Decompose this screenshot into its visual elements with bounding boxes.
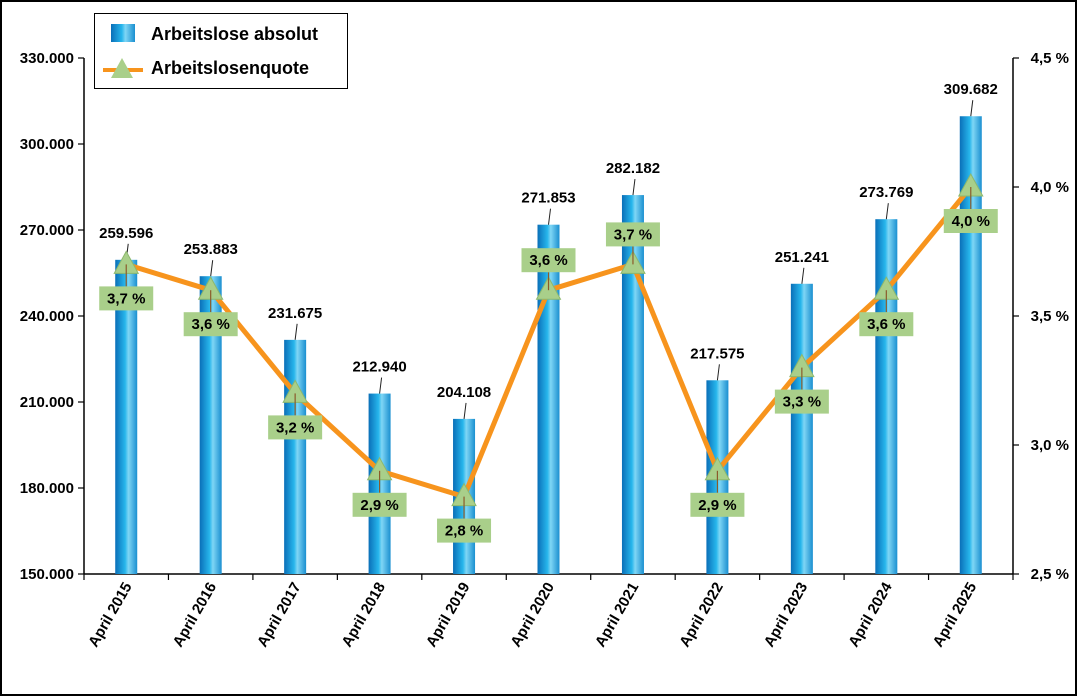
y-left-tick-label: 270.000 bbox=[20, 222, 74, 239]
quote-value-label: 3,7 % bbox=[614, 226, 652, 243]
x-category-label: April 2018 bbox=[338, 580, 389, 651]
quote-label-box bbox=[268, 415, 323, 440]
y-left-tick-label: 180.000 bbox=[20, 480, 74, 497]
y-right-tick-label: 4,5 % bbox=[1031, 50, 1069, 67]
bar-label-leader bbox=[970, 100, 974, 117]
bar-value-label: 212.940 bbox=[352, 359, 406, 376]
y-left-tick-label: 240.000 bbox=[20, 308, 74, 325]
quote-label-box bbox=[859, 312, 914, 337]
bar-label-leader bbox=[379, 377, 383, 394]
quote-value-label: 2,8 % bbox=[445, 523, 483, 540]
x-category-label: April 2016 bbox=[170, 580, 221, 651]
legend-item-bars: Arbeitslose absolut bbox=[95, 20, 347, 50]
y-right-tick-label: 2,5 % bbox=[1031, 566, 1069, 583]
x-category-label: April 2024 bbox=[845, 579, 896, 650]
legend-label-bars: Arbeitslose absolut bbox=[151, 24, 319, 44]
bar-value-label: 217.575 bbox=[690, 345, 744, 362]
quote-value-label: 3,2 % bbox=[276, 419, 314, 436]
quote-value-label: 3,6 % bbox=[192, 316, 230, 333]
x-category-label: April 2023 bbox=[761, 580, 812, 651]
bar bbox=[284, 339, 307, 574]
legend-bar-swatch bbox=[111, 24, 135, 42]
quote-label-box bbox=[521, 248, 576, 273]
quote-value-label: 3,6 % bbox=[529, 252, 567, 269]
x-category-label: April 2020 bbox=[507, 580, 558, 651]
bar-value-label: 253.883 bbox=[184, 241, 238, 258]
quote-label-box bbox=[352, 492, 407, 517]
bar-value-label: 271.853 bbox=[521, 190, 575, 207]
legend: Arbeitslose absolut Arbeitslosenquote bbox=[94, 13, 348, 89]
legend-triangle-marker bbox=[111, 58, 133, 78]
bar bbox=[199, 276, 222, 574]
y-right-tick-label: 3,0 % bbox=[1031, 437, 1069, 454]
quote-value-label: 4,0 % bbox=[952, 213, 990, 230]
quote-label-box bbox=[690, 492, 745, 517]
x-category-label: April 2019 bbox=[423, 580, 474, 651]
bar bbox=[790, 283, 813, 574]
bar-label-leader bbox=[463, 402, 467, 419]
quote-label-box bbox=[605, 222, 660, 247]
quote-value-label: 3,7 % bbox=[107, 290, 145, 307]
x-category-label: April 2022 bbox=[676, 580, 727, 651]
bar-label-leader bbox=[210, 260, 214, 277]
bar bbox=[621, 195, 644, 575]
bar-value-label: 251.241 bbox=[775, 249, 829, 266]
x-category-label: April 2021 bbox=[592, 580, 643, 651]
quote-label-box bbox=[943, 209, 998, 233]
y-right-tick-label: 3,5 % bbox=[1031, 308, 1069, 325]
y-left-tick-label: 150.000 bbox=[20, 566, 74, 583]
bar bbox=[537, 224, 560, 575]
bar-value-label: 204.108 bbox=[437, 384, 491, 401]
bar-label-leader bbox=[548, 208, 551, 225]
quote-value-label: 3,6 % bbox=[867, 316, 905, 333]
legend-label-line: Arbeitslosenquote bbox=[151, 58, 310, 78]
y-left-tick-label: 300.000 bbox=[20, 136, 74, 153]
quote-label-box bbox=[437, 518, 492, 543]
y-right-tick-label: 4,0 % bbox=[1031, 179, 1069, 196]
quote-label-box bbox=[99, 286, 154, 311]
bar-value-label: 259.596 bbox=[99, 225, 153, 242]
y-left-tick-label: 330.000 bbox=[20, 50, 74, 67]
bar-value-label: 282.182 bbox=[606, 160, 660, 177]
y-left-tick-label: 210.000 bbox=[20, 394, 74, 411]
quote-label-box bbox=[183, 312, 238, 337]
bar-label-leader bbox=[885, 203, 889, 220]
x-category-label: April 2025 bbox=[930, 580, 981, 651]
x-category-label: April 2015 bbox=[85, 580, 136, 651]
quote-value-label: 2,9 % bbox=[360, 497, 398, 514]
bar-value-label: 231.675 bbox=[268, 305, 322, 322]
bar-label-leader bbox=[632, 179, 636, 196]
bar-value-label: 273.769 bbox=[859, 184, 913, 201]
bar bbox=[115, 259, 138, 574]
bar-value-label: 309.682 bbox=[944, 81, 998, 98]
quote-label-box bbox=[774, 389, 829, 414]
quote-value-label: 2,9 % bbox=[698, 497, 736, 514]
legend-item-line: Arbeitslosenquote bbox=[95, 54, 347, 84]
bar-label-leader bbox=[801, 267, 805, 284]
quote-value-label: 3,3 % bbox=[783, 394, 821, 411]
bar-label-leader bbox=[294, 323, 298, 340]
x-category-label: April 2017 bbox=[254, 580, 305, 651]
bar bbox=[875, 219, 898, 574]
bar-label-leader bbox=[716, 364, 720, 381]
